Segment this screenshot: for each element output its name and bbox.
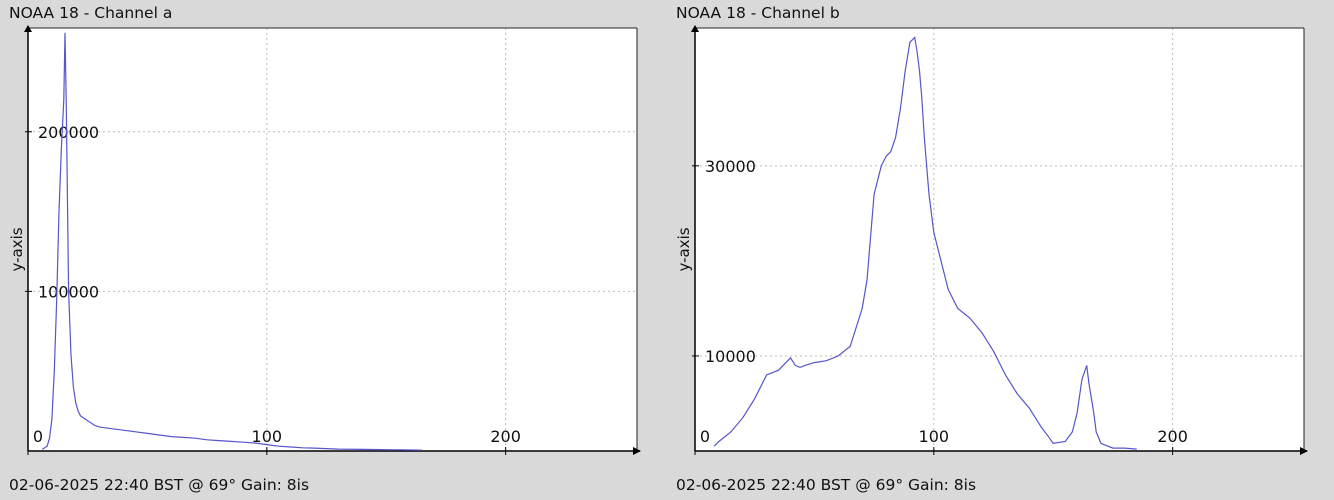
y-tick-label: 30000	[705, 157, 756, 176]
series-line	[713, 36, 1137, 450]
y-axis-arrow	[24, 25, 32, 32]
status-footer: 02-06-2025 22:40 BST @ 69° Gain: 8is	[676, 476, 977, 494]
x-tick-label: 0	[33, 427, 43, 446]
y-axis-title: y-axis	[675, 227, 693, 271]
chart-title: NOAA 18 - Channel a	[9, 4, 173, 22]
status-footer: 02-06-2025 22:40 BST @ 69° Gain: 8is	[9, 476, 310, 494]
y-axis-title: y-axis	[8, 227, 26, 271]
x-tick-label: 0	[700, 427, 710, 446]
channel-a-panel: NOAA 18 - Channel a 0 100 200 100000 200000 y…	[8, 4, 641, 494]
chart-title: NOAA 18 - Channel b	[676, 4, 840, 22]
plot-area	[695, 28, 1304, 451]
series-line	[41, 32, 423, 451]
x-tick-label: 200	[1157, 427, 1188, 446]
plot-area	[28, 28, 637, 451]
y-tick-label: 200000	[38, 123, 99, 142]
x-axis-arrow	[1300, 447, 1308, 455]
x-tick-label: 100	[252, 427, 283, 446]
channel-b-panel: NOAA 18 - Channel b 0 100 200 10000 30000 y-a…	[667, 0, 1334, 500]
x-tick-label: 200	[490, 427, 521, 446]
y-axis-arrow	[691, 25, 699, 32]
x-tick-label: 100	[919, 427, 950, 446]
channel-b-chart: 0 100 200 10000 30000 y-axis	[675, 25, 1308, 455]
x-axis-arrow	[633, 447, 641, 455]
y-tick-label: 10000	[705, 347, 756, 366]
